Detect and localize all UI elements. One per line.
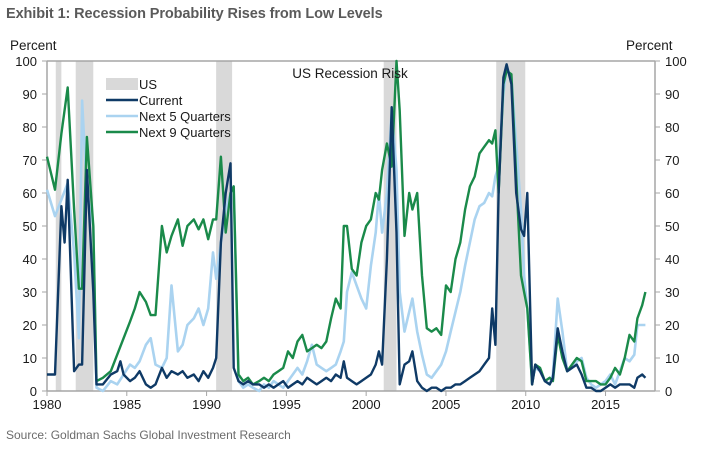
right-y-tick-label: 90 xyxy=(665,87,679,102)
right-y-tick-label: 70 xyxy=(665,153,679,168)
x-tick-label: 2005 xyxy=(431,397,460,412)
x-tick-label: 1990 xyxy=(192,397,221,412)
x-tick-label: 2000 xyxy=(352,397,381,412)
right-y-tick-label: 30 xyxy=(665,285,679,300)
right-y-tick-label: 60 xyxy=(665,186,679,201)
legend-label-us: US xyxy=(139,77,157,92)
left-y-tick-label: 80 xyxy=(23,120,37,135)
left-y-tick-label: 30 xyxy=(23,285,37,300)
left-y-tick-label: 60 xyxy=(23,186,37,201)
x-tick-label: 2015 xyxy=(591,397,620,412)
legend-label-next-5-quarters: Next 5 Quarters xyxy=(139,109,231,124)
series-line-next-9-quarters xyxy=(45,59,647,386)
right-y-tick-label: 80 xyxy=(665,120,679,135)
right-axis-title: Percent xyxy=(626,38,673,53)
left-y-tick-label: 70 xyxy=(23,153,37,168)
legend-label-next-9-quarters: Next 9 Quarters xyxy=(139,125,231,140)
x-tick-label: 2010 xyxy=(511,397,540,412)
right-y-tick-label: 20 xyxy=(665,318,679,333)
left-axis-title: Percent xyxy=(10,38,57,53)
right-y-tick-label: 10 xyxy=(665,351,679,366)
left-y-tick-label: 10 xyxy=(23,351,37,366)
left-y-tick-label: 0 xyxy=(30,384,37,399)
left-y-tick-label: 50 xyxy=(23,219,37,234)
left-y-tick-label: 40 xyxy=(23,252,37,267)
legend-label-current: Current xyxy=(139,93,183,108)
series-line-current xyxy=(47,63,647,393)
x-tick-label: 1985 xyxy=(112,397,141,412)
left-y-tick-label: 90 xyxy=(23,87,37,102)
right-y-tick-label: 0 xyxy=(665,384,672,399)
legend-swatch-us xyxy=(106,78,138,90)
right-y-tick-label: 40 xyxy=(665,252,679,267)
recession-band xyxy=(55,61,62,391)
left-y-tick-label: 20 xyxy=(23,318,37,333)
axes: 0 0 10 10 20 20 30 30 40 40 50 50 60 60 70 70 80 80 90 90 10… xyxy=(15,54,686,412)
right-y-tick-label: 100 xyxy=(665,54,687,69)
x-tick-label: 1980 xyxy=(33,397,62,412)
left-y-tick-label: 100 xyxy=(15,54,37,69)
recession-bands xyxy=(55,61,526,391)
exhibit-title: Exhibit 1: Recession Probability Rises f… xyxy=(6,6,383,22)
right-y-tick-label: 50 xyxy=(665,219,679,234)
chart-inner-title: US Recession Risk xyxy=(292,66,408,81)
series-lines xyxy=(45,59,647,393)
source-note: Source: Goldman Sachs Global Investment … xyxy=(6,428,291,442)
x-tick-label: 1995 xyxy=(272,397,301,412)
